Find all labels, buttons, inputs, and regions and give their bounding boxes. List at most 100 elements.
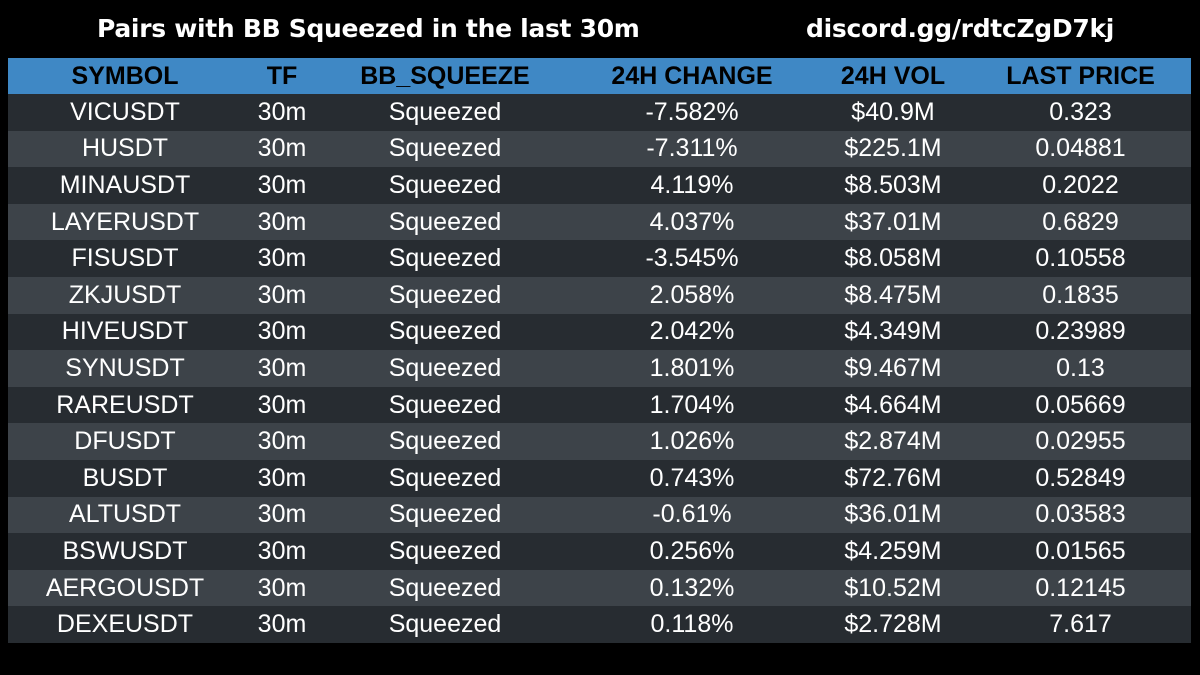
timeframe-cell: 30m bbox=[257, 610, 307, 639]
table-header-row: SYMBOL TF BB_SQUEEZE 24H CHANGE 24H VOL … bbox=[8, 58, 1191, 94]
table-row[interactable]: HUSDT 30m Squeezed -7.311% $225.1M 0.04881 bbox=[8, 130, 1191, 168]
timeframe-cell: 30m bbox=[257, 573, 307, 602]
volume-24h-cell: $2.874M bbox=[844, 427, 942, 456]
symbol-cell: AERGOUSDT bbox=[45, 573, 205, 602]
change-24h-cell: 4.037% bbox=[649, 207, 735, 236]
table-row[interactable]: BSWUSDT 30m Squeezed 0.256% $4.259M 0.01565 bbox=[8, 533, 1191, 570]
change-24h-cell: 1.704% bbox=[649, 390, 735, 419]
squeeze-table: SYMBOL TF BB_SQUEEZE 24H CHANGE 24H VOL … bbox=[8, 58, 1191, 643]
timeframe-cell: 30m bbox=[257, 170, 307, 199]
table-row[interactable]: SYNUSDT 30m Squeezed 1.801% $9.467M 0.13 bbox=[8, 350, 1191, 387]
table-row[interactable]: DEXEUSDT 30m Squeezed 0.118% $2.728M 7.617 bbox=[8, 606, 1191, 643]
symbol-cell: VICUSDT bbox=[70, 97, 180, 126]
table-row[interactable]: BUSDT 30m Squeezed 0.743% $72.76M 0.52849 bbox=[8, 459, 1191, 497]
bb-squeeze-cell: Squeezed bbox=[388, 390, 502, 419]
bb-squeeze-cell: Squeezed bbox=[388, 610, 502, 639]
symbol-cell: ZKJUSDT bbox=[68, 280, 182, 309]
last-price-cell: 0.1835 bbox=[1042, 280, 1119, 309]
bb-squeeze-cell: Squeezed bbox=[388, 500, 502, 529]
last-price-cell: 0.02955 bbox=[1035, 427, 1126, 456]
timeframe-cell: 30m bbox=[257, 500, 307, 529]
change-24h-cell: -3.545% bbox=[645, 244, 739, 273]
volume-24h-cell: $72.76M bbox=[844, 463, 942, 492]
last-price-cell: 7.617 bbox=[1049, 610, 1112, 639]
last-price-cell: 0.323 bbox=[1049, 97, 1112, 126]
last-price-cell: 0.03583 bbox=[1035, 500, 1126, 529]
timeframe-cell: 30m bbox=[257, 280, 307, 309]
volume-24h-cell: $37.01M bbox=[844, 207, 942, 236]
last-price-cell: 0.23989 bbox=[1035, 317, 1126, 346]
volume-24h-cell: $2.728M bbox=[844, 610, 942, 639]
last-price-cell: 0.6829 bbox=[1042, 207, 1119, 236]
table-row[interactable]: ZKJUSDT 30m Squeezed 2.058% $8.475M 0.1835 bbox=[8, 276, 1191, 314]
volume-24h-cell: $36.01M bbox=[844, 500, 942, 529]
bb-squeeze-cell: Squeezed bbox=[388, 427, 502, 456]
change-24h-cell: -0.61% bbox=[652, 500, 732, 529]
table-row[interactable]: LAYERUSDT 30m Squeezed 4.037% $37.01M 0.6829 bbox=[8, 203, 1191, 241]
symbol-cell: HIVEUSDT bbox=[61, 317, 189, 346]
symbol-cell: BSWUSDT bbox=[62, 536, 188, 565]
table-row[interactable]: HIVEUSDT 30m Squeezed 2.042% $4.349M 0.23989 bbox=[8, 313, 1191, 351]
volume-24h-cell: $8.058M bbox=[844, 244, 942, 273]
table-row[interactable]: MINAUSDT 30m Squeezed 4.119% $8.503M 0.2022 bbox=[8, 167, 1191, 204]
table-row[interactable]: AERGOUSDT 30m Squeezed 0.132% $10.52M 0.12145 bbox=[8, 569, 1191, 607]
page-title: Pairs with BB Squeezed in the last 30m bbox=[97, 14, 640, 43]
column-header-24h-change[interactable]: 24H CHANGE bbox=[611, 61, 773, 90]
table-row[interactable]: ALTUSDT 30m Squeezed -0.61% $36.01M 0.03583 bbox=[8, 496, 1191, 534]
symbol-cell: MINAUSDT bbox=[59, 170, 191, 199]
volume-24h-cell: $225.1M bbox=[844, 134, 942, 163]
table-row[interactable]: DFUSDT 30m Squeezed 1.026% $2.874M 0.02955 bbox=[8, 423, 1191, 460]
timeframe-cell: 30m bbox=[257, 317, 307, 346]
bb-squeeze-cell: Squeezed bbox=[388, 134, 502, 163]
change-24h-cell: 0.256% bbox=[649, 536, 735, 565]
bb-squeeze-cell: Squeezed bbox=[388, 536, 502, 565]
timeframe-cell: 30m bbox=[257, 390, 307, 419]
timeframe-cell: 30m bbox=[257, 353, 307, 382]
volume-24h-cell: $4.664M bbox=[844, 390, 942, 419]
symbol-cell: DFUSDT bbox=[74, 427, 176, 456]
symbol-cell: SYNUSDT bbox=[65, 353, 185, 382]
volume-24h-cell: $8.475M bbox=[844, 280, 942, 309]
symbol-cell: HUSDT bbox=[81, 134, 169, 163]
column-header-symbol[interactable]: SYMBOL bbox=[71, 61, 179, 90]
symbol-cell: BUSDT bbox=[82, 463, 168, 492]
column-header-24h-vol[interactable]: 24H VOL bbox=[840, 61, 946, 90]
timeframe-cell: 30m bbox=[257, 207, 307, 236]
bb-squeeze-cell: Squeezed bbox=[388, 97, 502, 126]
symbol-cell: RAREUSDT bbox=[56, 390, 194, 419]
bb-squeeze-cell: Squeezed bbox=[388, 463, 502, 492]
table-row[interactable]: RAREUSDT 30m Squeezed 1.704% $4.664M 0.05669 bbox=[8, 386, 1191, 424]
change-24h-cell: -7.582% bbox=[645, 97, 739, 126]
table-row[interactable]: VICUSDT 30m Squeezed -7.582% $40.9M 0.323 bbox=[8, 94, 1191, 131]
column-header-tf[interactable]: TF bbox=[266, 61, 298, 90]
symbol-cell: DEXEUSDT bbox=[56, 610, 194, 639]
timeframe-cell: 30m bbox=[257, 536, 307, 565]
volume-24h-cell: $9.467M bbox=[844, 353, 942, 382]
last-price-cell: 0.12145 bbox=[1035, 573, 1126, 602]
volume-24h-cell: $4.259M bbox=[844, 536, 942, 565]
timeframe-cell: 30m bbox=[257, 134, 307, 163]
bb-squeeze-cell: Squeezed bbox=[388, 280, 502, 309]
column-header-bb-squeeze[interactable]: BB_SQUEEZE bbox=[360, 61, 530, 90]
table-row[interactable]: FISUSDT 30m Squeezed -3.545% $8.058M 0.10558 bbox=[8, 240, 1191, 277]
page-header: Pairs with BB Squeezed in the last 30m d… bbox=[0, 0, 1200, 60]
symbol-cell: FISUSDT bbox=[71, 244, 179, 273]
symbol-cell: LAYERUSDT bbox=[50, 207, 200, 236]
volume-24h-cell: $10.52M bbox=[844, 573, 942, 602]
change-24h-cell: 0.743% bbox=[649, 463, 735, 492]
timeframe-cell: 30m bbox=[257, 244, 307, 273]
volume-24h-cell: $4.349M bbox=[844, 317, 942, 346]
bb-squeeze-cell: Squeezed bbox=[388, 244, 502, 273]
volume-24h-cell: $8.503M bbox=[844, 170, 942, 199]
timeframe-cell: 30m bbox=[257, 97, 307, 126]
symbol-cell: ALTUSDT bbox=[68, 500, 182, 529]
last-price-cell: 0.01565 bbox=[1035, 536, 1126, 565]
timeframe-cell: 30m bbox=[257, 427, 307, 456]
timeframe-cell: 30m bbox=[257, 463, 307, 492]
last-price-cell: 0.05669 bbox=[1035, 390, 1126, 419]
column-header-last-price[interactable]: LAST PRICE bbox=[1006, 61, 1155, 90]
last-price-cell: 0.2022 bbox=[1042, 170, 1119, 199]
bb-squeeze-cell: Squeezed bbox=[388, 207, 502, 236]
discord-invite-link[interactable]: discord.gg/rdtcZgD7kj bbox=[806, 14, 1115, 43]
